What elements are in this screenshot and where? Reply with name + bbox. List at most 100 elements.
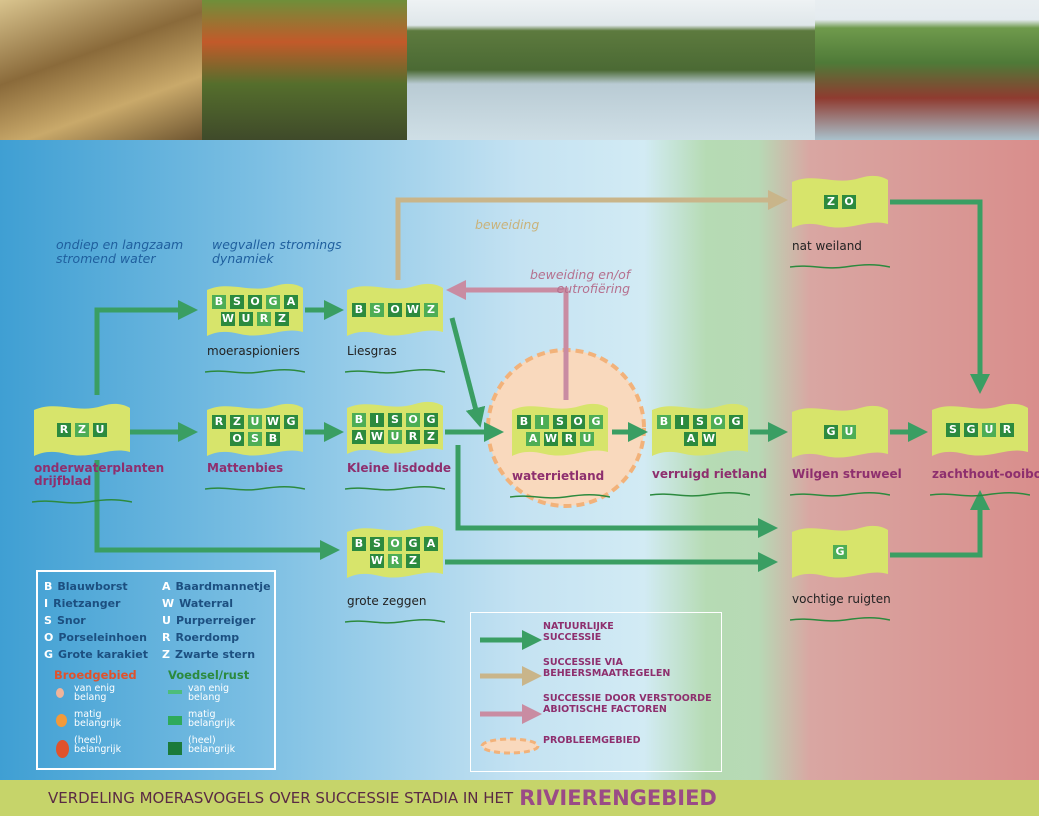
species-name: Waterral <box>179 597 233 610</box>
legend-text: van enigbelang <box>74 684 115 702</box>
species-letter: G <box>833 545 847 559</box>
species-letter: B <box>657 415 671 429</box>
node-underline <box>790 483 890 489</box>
letter-rows: GU <box>790 402 890 462</box>
caption-highlight: RIVIERENGEBIED <box>519 786 717 810</box>
species-entry: OPorseleinhoen <box>44 631 147 644</box>
flow-label: SUCCESSIE VIABEHEERSMAATREGELEN <box>543 657 670 679</box>
letter-rows: G <box>790 522 890 582</box>
node-label-line: waterrietland <box>512 470 604 483</box>
species-name: Blauwborst <box>57 580 127 593</box>
species-letter: B <box>517 415 531 429</box>
underline <box>345 619 445 625</box>
species-letter: G <box>964 423 978 437</box>
species-letter: B <box>352 413 366 427</box>
underline <box>650 492 750 498</box>
letter-rows: BISOGAW <box>650 400 750 460</box>
species-letter: Z <box>230 415 244 429</box>
underline <box>790 492 890 498</box>
node-label-line: verruigd rietland <box>652 468 767 481</box>
node-underline <box>790 255 890 261</box>
species-letter: R <box>57 423 71 437</box>
legend-symbol <box>168 716 182 725</box>
legend-text: (heel)belangrijk <box>188 736 235 754</box>
node-label: vochtige ruigten <box>792 593 891 606</box>
letter-rows: SGUR <box>930 400 1030 460</box>
species-letter: S <box>230 295 244 309</box>
species-letter: I <box>370 413 384 427</box>
letter-row: G <box>833 545 847 559</box>
species-letter: A <box>284 295 298 309</box>
species-entry: RRoerdomp <box>162 631 239 644</box>
legend-symbol <box>56 688 64 698</box>
species-letter: U <box>388 430 402 444</box>
node-label: Wilgen struweel <box>792 468 902 481</box>
annotation: beweiding <box>475 218 539 232</box>
legend-text-line: belangrijk <box>74 719 121 728</box>
species-code: G <box>44 648 53 661</box>
species-letter: O <box>406 413 420 427</box>
letter-row: RZU <box>57 423 107 437</box>
legend-text: (heel)belangrijk <box>74 736 121 754</box>
node-label-line: moeraspioniers <box>207 345 300 358</box>
flow-label-line: ABIOTISCHE FACTOREN <box>543 704 712 715</box>
species-letter: O <box>248 295 262 309</box>
node-label: verruigd rietland <box>652 468 767 481</box>
node-label-line: vochtige ruigten <box>792 593 891 606</box>
letter-row: BSOGA <box>212 295 298 309</box>
species-name: Rietzanger <box>53 597 120 610</box>
species-letter: O <box>230 432 244 446</box>
letter-row: BSOGA <box>352 537 438 551</box>
annotation-line: ondiep en langzaam <box>56 238 183 252</box>
underline <box>930 492 1030 498</box>
flow-label-line: PROBLEEMGEBIED <box>543 735 641 746</box>
legend-title: Broedgebied <box>54 668 137 682</box>
species-code: U <box>162 614 171 627</box>
species-letter: S <box>553 415 567 429</box>
species-letter: W <box>702 432 716 446</box>
species-letter: Z <box>424 303 438 317</box>
species-letter: R <box>212 415 226 429</box>
node-label: Mattenbies <box>207 462 283 475</box>
species-letter: R <box>1000 423 1014 437</box>
node: BSOWZ <box>345 280 445 340</box>
species-letter: O <box>388 303 402 317</box>
species-letter: G <box>824 425 838 439</box>
species-name: Porseleinhoen <box>58 631 147 644</box>
node-label: zachthout-ooibos <box>932 468 1039 481</box>
species-letter: W <box>370 430 384 444</box>
underline <box>345 486 445 492</box>
node-underline <box>790 608 890 614</box>
species-name: Snor <box>57 614 86 627</box>
underline <box>510 494 610 500</box>
species-code: A <box>162 580 171 593</box>
species-letter: U <box>580 432 594 446</box>
legend-text: matigbelangrijk <box>74 710 121 728</box>
annotation: ondiep en langzaamstromend water <box>56 238 183 266</box>
species-letter: U <box>248 415 262 429</box>
species-letter: G <box>284 415 298 429</box>
node: BISOGAW <box>650 400 750 460</box>
species-letter: A <box>424 537 438 551</box>
annotation-line: dynamiek <box>212 252 342 266</box>
letter-row: BISOG <box>517 415 603 429</box>
species-letter: G <box>589 415 603 429</box>
species-letter: W <box>266 415 280 429</box>
node-label-line: grote zeggen <box>347 595 426 608</box>
annotation-line: stromend water <box>56 252 183 266</box>
legend-symbol <box>56 740 69 758</box>
node-label: nat weiland <box>792 240 862 253</box>
species-letter: W <box>544 432 558 446</box>
flow-label: SUCCESSIE DOOR VERSTOORDEABIOTISCHE FACT… <box>543 693 712 715</box>
species-letter: U <box>239 312 253 326</box>
species-letter: O <box>388 537 402 551</box>
species-letter: O <box>711 415 725 429</box>
letter-row: AWRU <box>526 432 594 446</box>
letter-row: ZO <box>824 195 856 209</box>
species-code: I <box>44 597 48 610</box>
